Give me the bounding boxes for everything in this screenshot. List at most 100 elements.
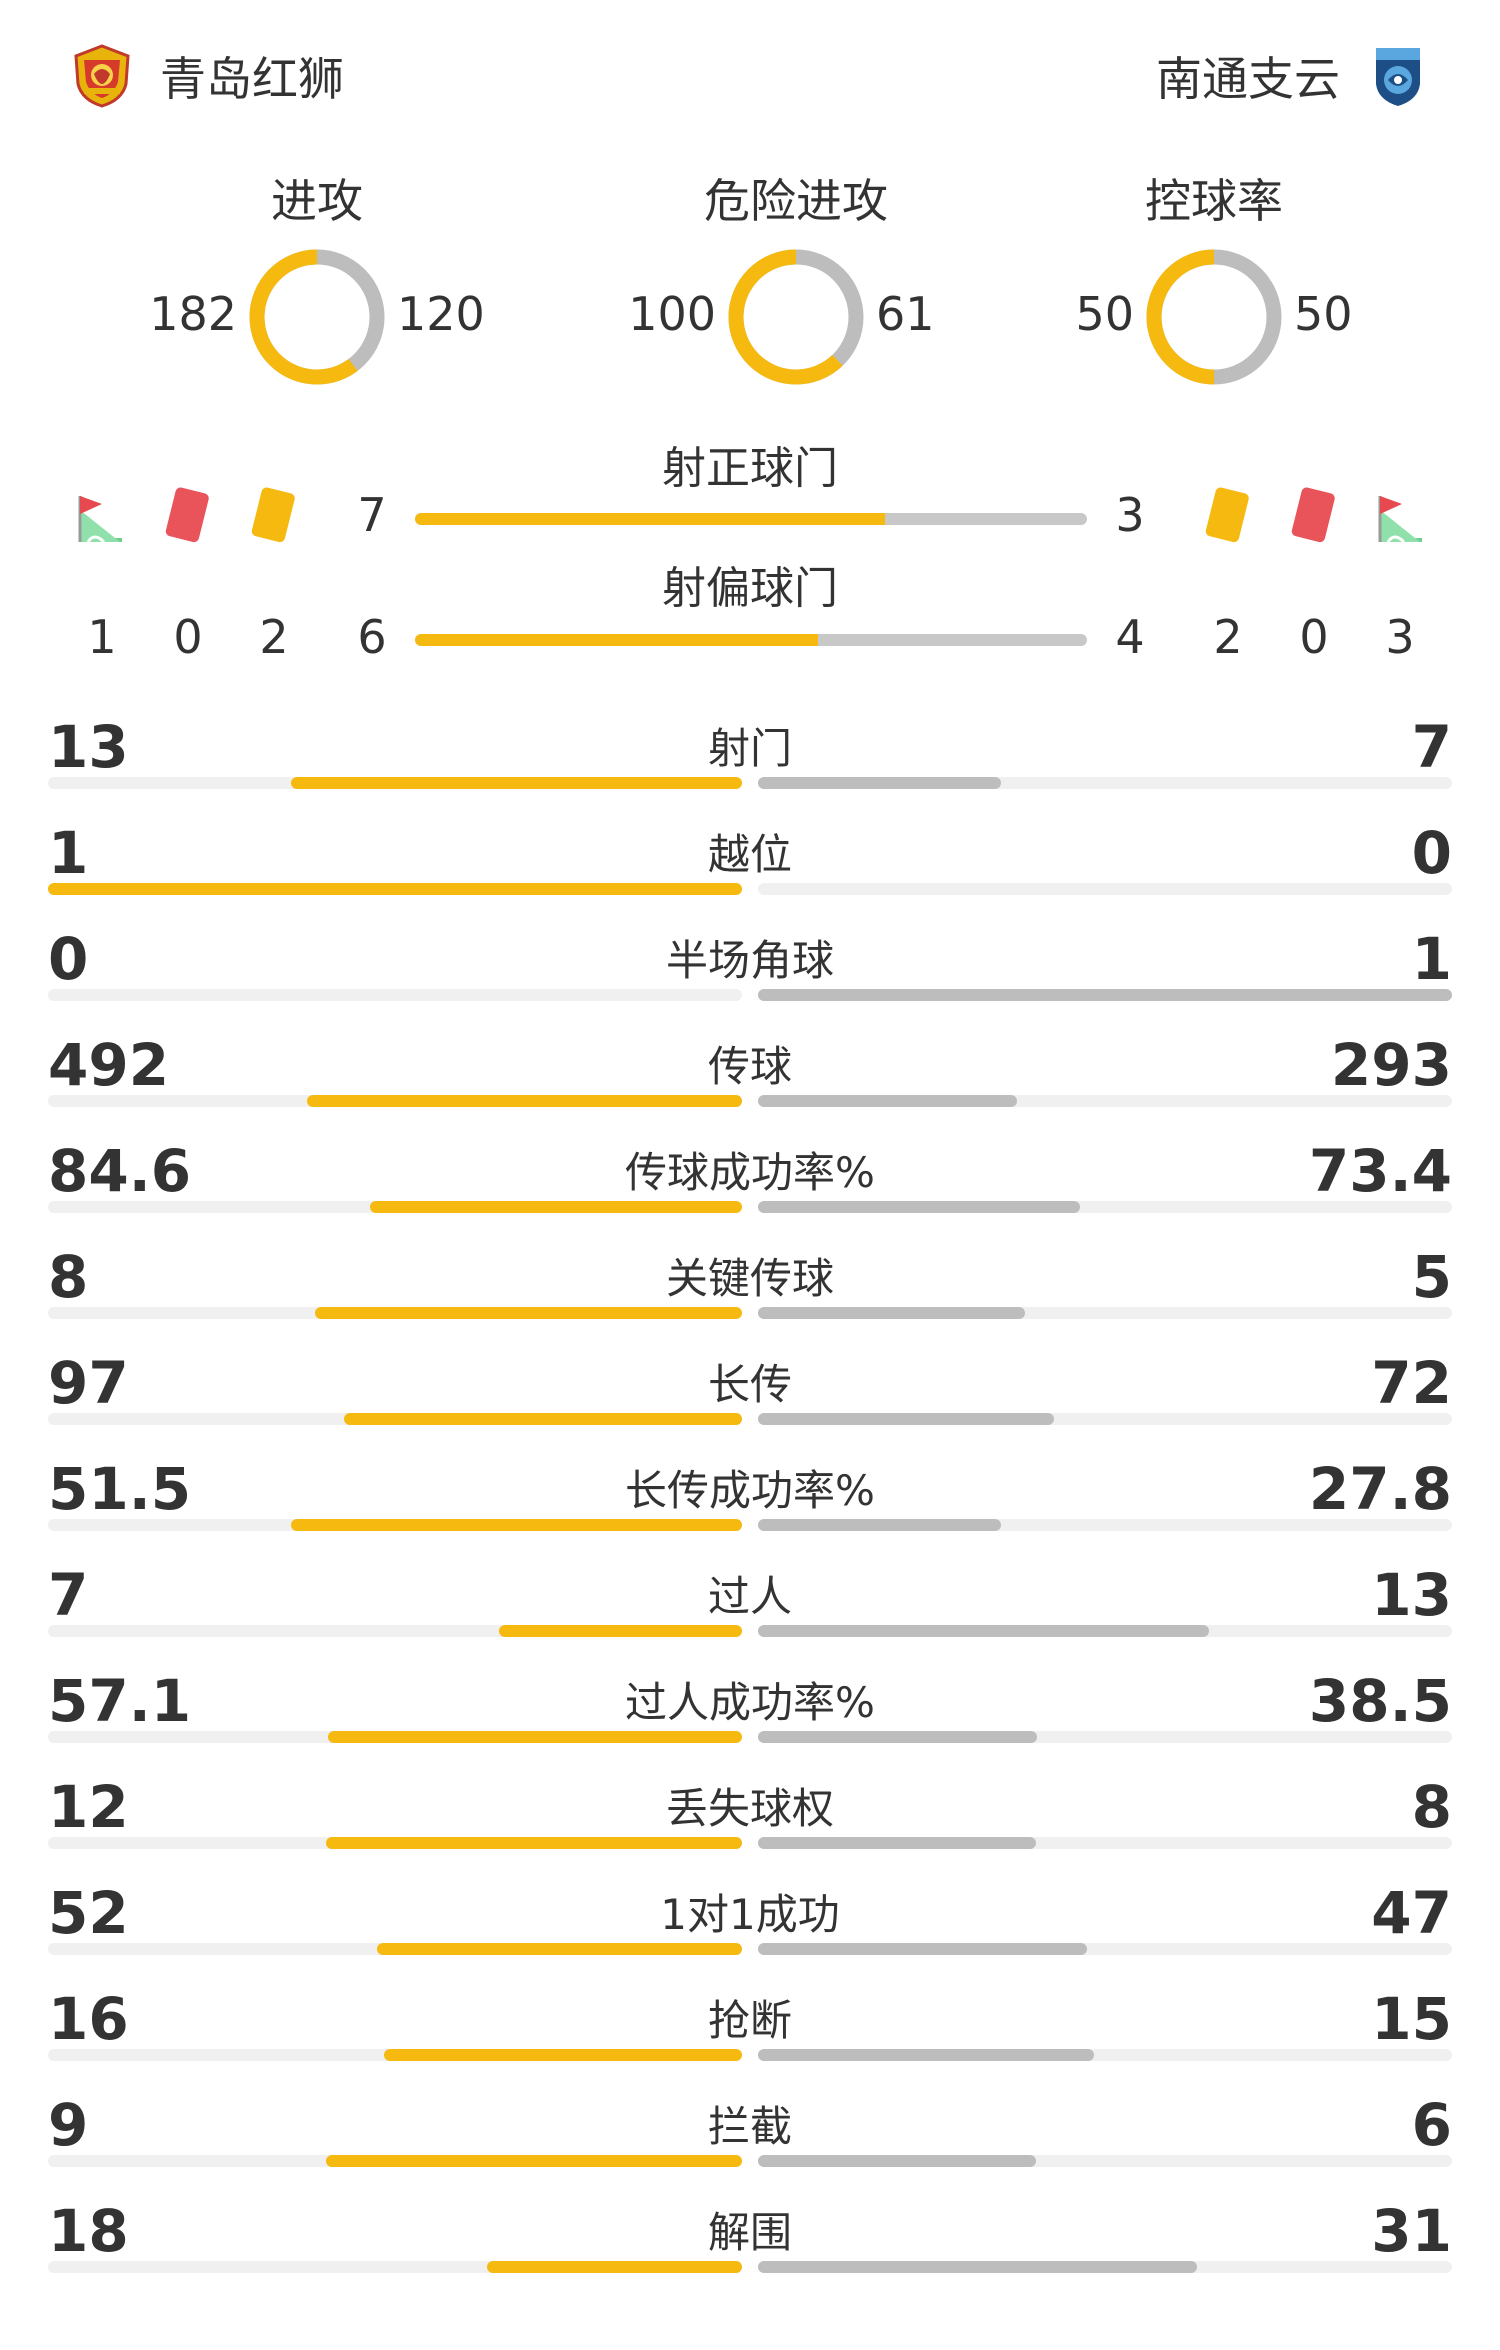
- home-yellow-card-icon: [244, 484, 304, 548]
- stat-away-track: [758, 1307, 1452, 1319]
- shots-on-target-bar: [415, 513, 1087, 525]
- donut-possession: 控球率 50 50: [1004, 165, 1424, 415]
- stat-row-tackles: 16 抢断 15: [48, 1977, 1452, 2083]
- stat-row-long-ball-accuracy: 51.5 长传成功率% 27.8: [48, 1447, 1452, 1553]
- stat-home-value: 492: [48, 1031, 170, 1099]
- stat-away-track: [758, 1625, 1452, 1637]
- home-team-logo-icon: [74, 44, 130, 108]
- stat-away-track: [758, 1201, 1452, 1213]
- stat-label: 射门: [707, 724, 792, 773]
- donut-dangerous-attacks: 危险进攻 100 61: [586, 165, 1006, 415]
- stat-label: 过人: [707, 1572, 792, 1621]
- away-team-name: 南通支云: [1156, 52, 1340, 106]
- stat-home-track: [48, 1625, 742, 1637]
- stat-home-fill: [325, 2155, 742, 2167]
- stat-away-fill: [758, 989, 1452, 1001]
- stat-away-fill: [758, 1307, 1025, 1319]
- donut-attacks: 进攻 182 120: [107, 165, 527, 415]
- stat-home-track: [48, 2155, 742, 2167]
- away-corner-icon: [1370, 488, 1430, 552]
- stat-home-track: [48, 2049, 742, 2061]
- stat-home-track: [48, 883, 742, 895]
- stat-home-track: [48, 1519, 742, 1531]
- stat-label: 抢断: [707, 1996, 792, 2045]
- stat-away-track: [758, 1519, 1452, 1531]
- stat-row-clearances: 18 解围 31: [48, 2189, 1452, 2295]
- stat-home-value: 51.5: [48, 1455, 192, 1523]
- stat-home-value: 97: [48, 1349, 129, 1417]
- stat-away-value: 8: [1411, 1773, 1452, 1841]
- stat-label: 半场角球: [665, 936, 834, 985]
- stat-row-shots: 13 射门 7: [48, 705, 1452, 811]
- stat-home-value: 8: [48, 1243, 89, 1311]
- stat-away-track: [758, 2049, 1452, 2061]
- home-team[interactable]: 青岛红狮: [72, 36, 344, 116]
- stat-home-track: [48, 777, 742, 789]
- donut-away-value: 50: [1294, 287, 1353, 341]
- stat-away-value: 5: [1411, 1243, 1452, 1311]
- stat-home-fill: [499, 1625, 742, 1637]
- donut-home-value: 100: [628, 287, 716, 341]
- stat-label: 长传: [707, 1360, 792, 1409]
- stat-away-track: [758, 1837, 1452, 1849]
- stat-home-value: 12: [48, 1773, 129, 1841]
- stat-home-fill: [48, 883, 742, 895]
- stat-away-track: [758, 777, 1452, 789]
- stat-home-value: 18: [48, 2197, 129, 2265]
- stat-away-value: 72: [1371, 1349, 1452, 1417]
- stat-away-track: [758, 989, 1452, 1001]
- stat-away-track: [758, 1095, 1452, 1107]
- stat-home-value: 84.6: [48, 1137, 192, 1205]
- stat-home-fill: [291, 1519, 742, 1531]
- donut-home-arc: [249, 249, 385, 385]
- stat-row-duels-won: 52 1对1成功 47: [48, 1871, 1452, 1977]
- stat-label: 解围: [707, 2208, 792, 2257]
- stat-home-fill: [377, 1943, 742, 1955]
- stat-row-dribble-success: 57.1 过人成功率% 38.5: [48, 1659, 1452, 1765]
- stat-home-fill: [290, 777, 742, 789]
- stat-home-track: [48, 1943, 742, 1955]
- stat-home-value: 16: [48, 1985, 129, 2053]
- stat-away-track: [758, 2155, 1452, 2167]
- stat-away-fill: [758, 1837, 1036, 1849]
- away-corners-count: 3: [1385, 610, 1415, 664]
- stat-away-value: 7: [1411, 713, 1452, 781]
- stat-home-track: [48, 1413, 742, 1425]
- donut-home-arc: [728, 249, 864, 385]
- donut-title: 控球率: [1145, 174, 1283, 228]
- stat-away-value: 15: [1371, 1985, 1452, 2053]
- home-corners-count: 1: [87, 610, 117, 664]
- stat-away-value: 31: [1371, 2197, 1452, 2265]
- stat-home-fill: [487, 2261, 742, 2273]
- stat-home-fill: [314, 1307, 742, 1319]
- stat-home-fill: [325, 1837, 742, 1849]
- stat-row-dribbles: 7 过人 13: [48, 1553, 1452, 1659]
- away-team[interactable]: 南通支云: [1156, 36, 1428, 116]
- stat-row-half-corners: 0 半场角球 1: [48, 917, 1452, 1023]
- stat-row-long-balls: 97 长传 72: [48, 1341, 1452, 1447]
- stat-away-track: [758, 1731, 1452, 1743]
- stat-away-value: 13: [1371, 1561, 1452, 1629]
- stat-away-track: [758, 883, 1452, 895]
- donut-home-arc: [1146, 249, 1282, 385]
- stat-home-value: 0: [48, 925, 89, 993]
- stat-label: 传球: [707, 1042, 792, 1091]
- stat-home-track: [48, 1731, 742, 1743]
- stat-label: 传球成功率%: [625, 1148, 875, 1197]
- stat-row-pass-accuracy: 84.6 传球成功率% 73.4: [48, 1129, 1452, 1235]
- stat-away-fill: [758, 1519, 1002, 1531]
- stat-away-fill: [758, 777, 1001, 789]
- stat-away-value: 293: [1330, 1031, 1452, 1099]
- stat-away-fill: [758, 1731, 1038, 1743]
- home-red-cards-count: 0: [173, 610, 203, 664]
- stat-row-key-passes: 8 关键传球 5: [48, 1235, 1452, 1341]
- donut-title: 进攻: [271, 174, 363, 228]
- stat-row-passes: 492 传球 293: [48, 1023, 1452, 1129]
- donut-ring: [249, 249, 385, 385]
- stat-away-value: 6: [1411, 2091, 1452, 2159]
- away-red-cards-count: 0: [1299, 610, 1329, 664]
- stat-label: 丢失球权: [665, 1784, 834, 1833]
- stat-away-track: [758, 1943, 1452, 1955]
- stat-away-value: 1: [1411, 925, 1452, 993]
- stat-home-value: 9: [48, 2091, 89, 2159]
